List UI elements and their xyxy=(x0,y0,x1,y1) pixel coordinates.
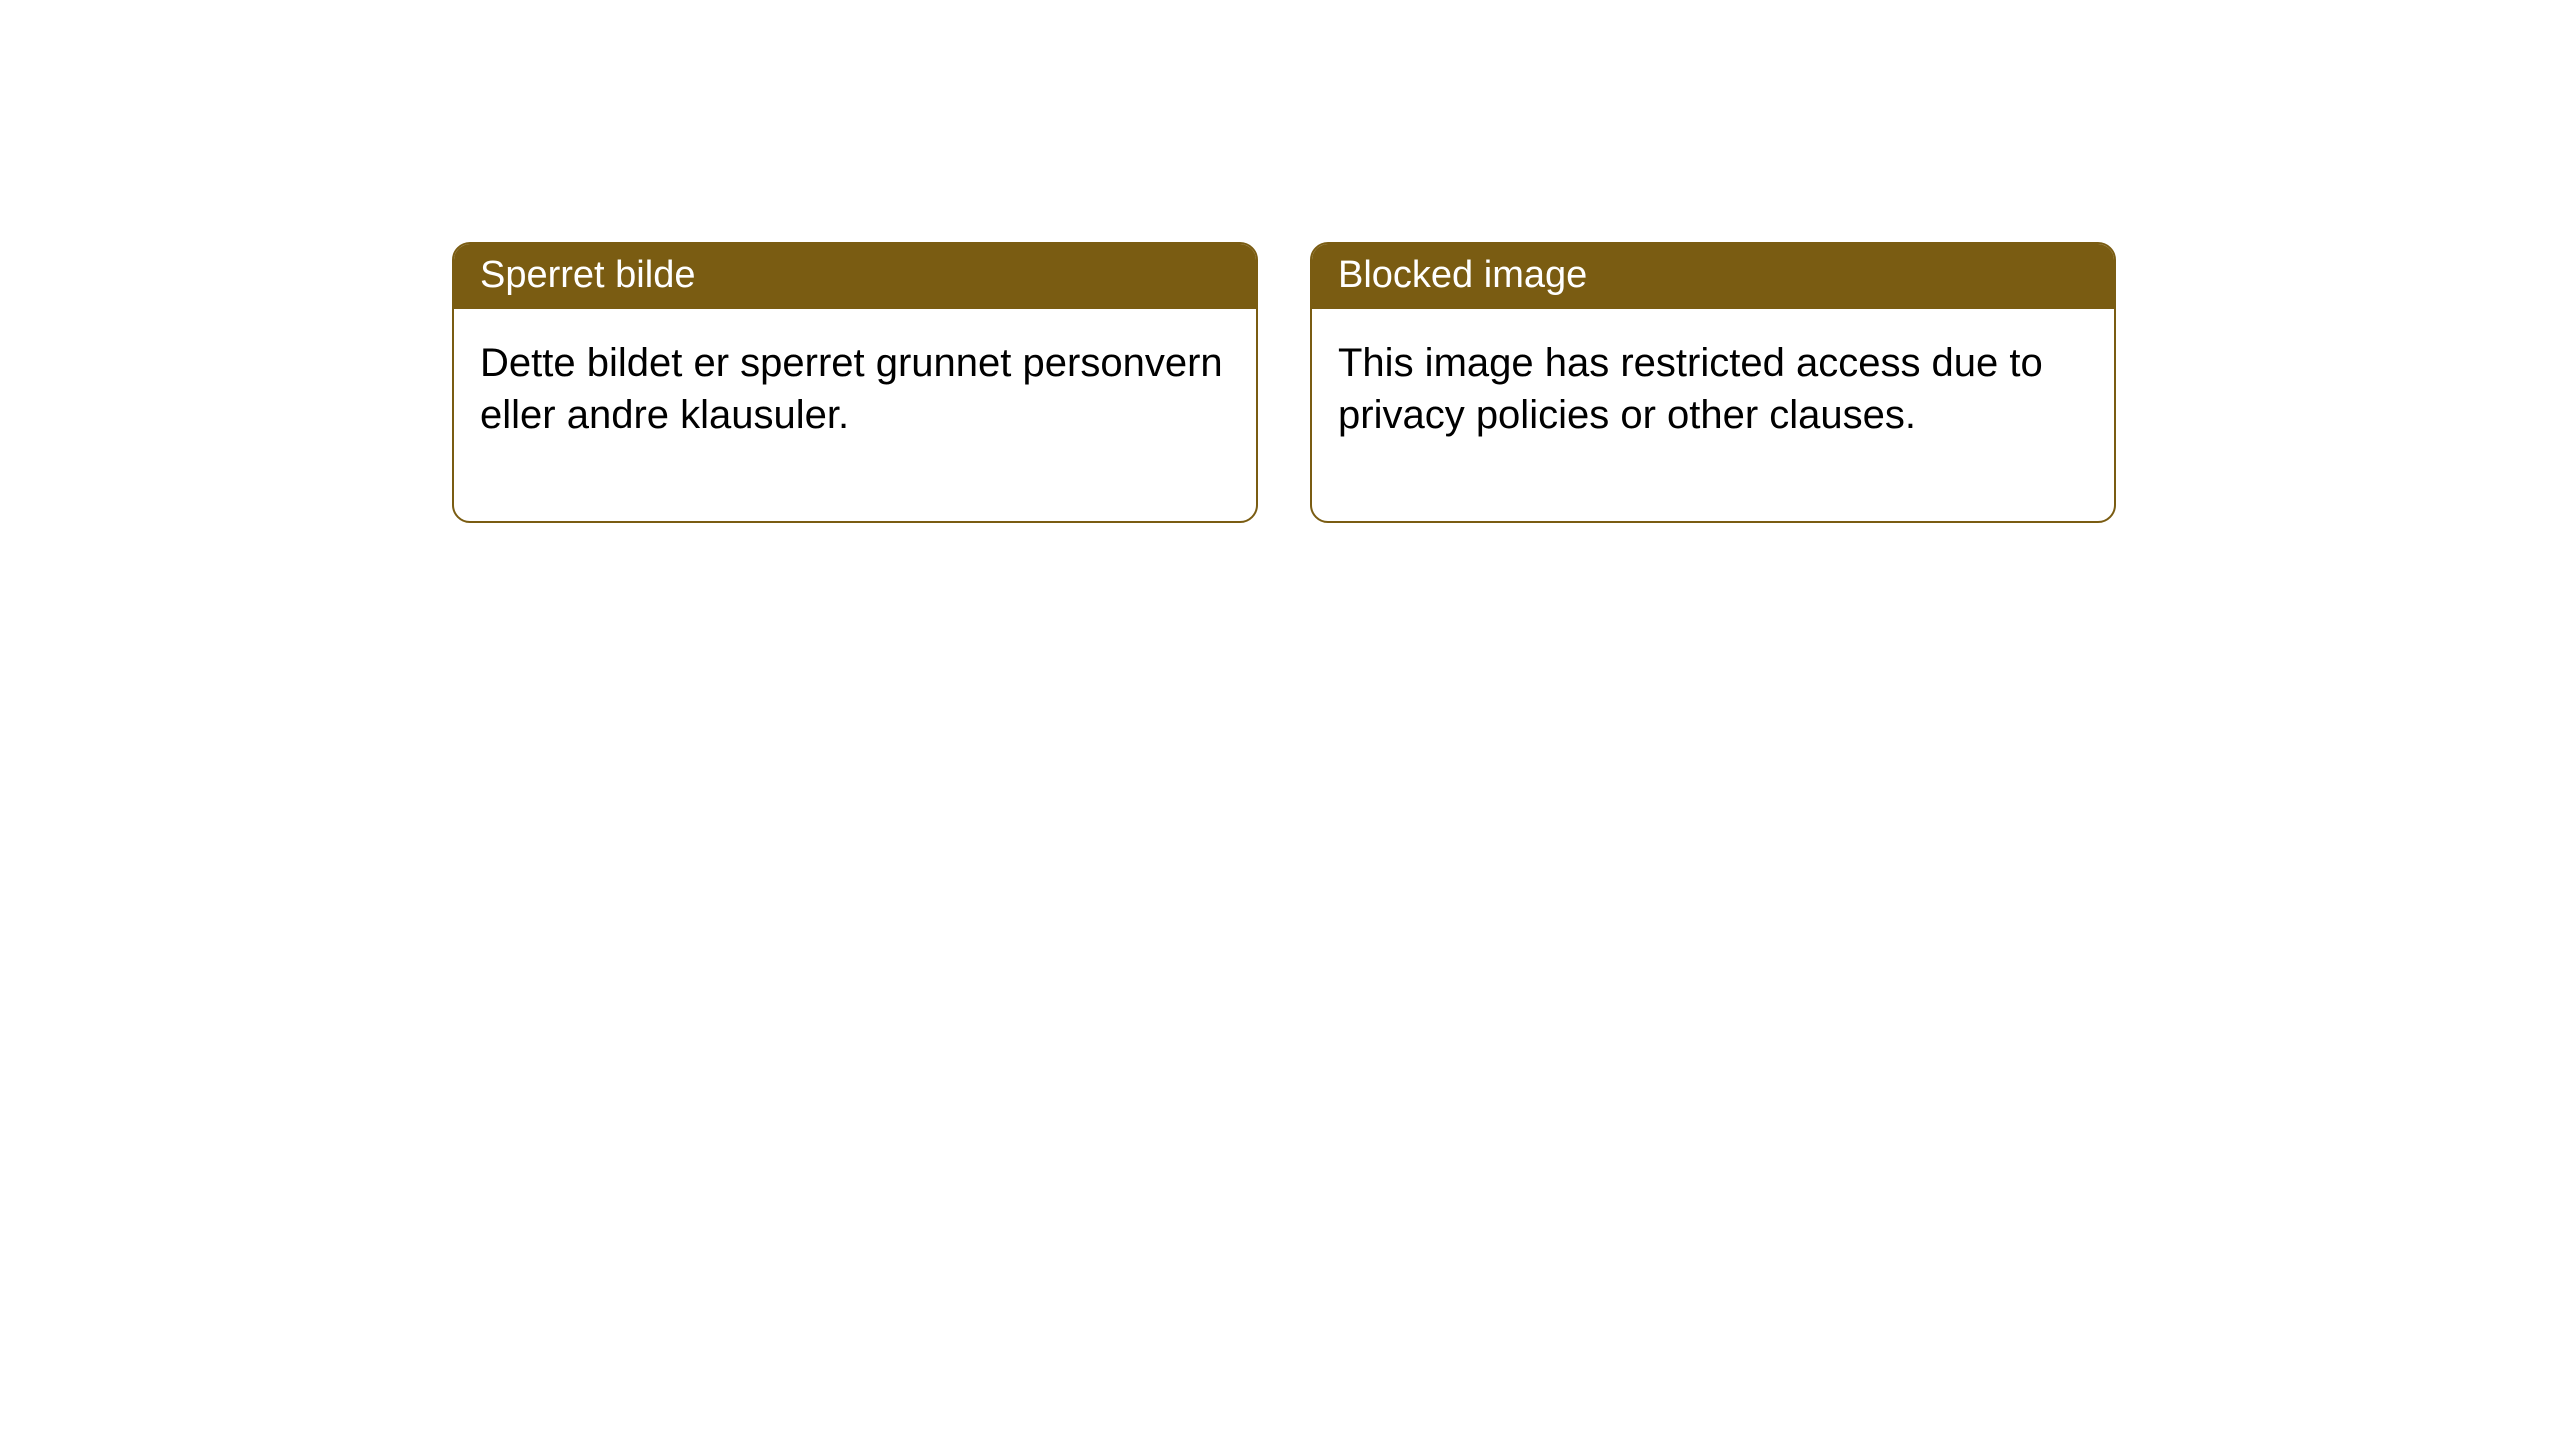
notice-card-english: Blocked image This image has restricted … xyxy=(1310,242,2116,523)
notice-header: Sperret bilde xyxy=(454,244,1256,309)
notice-container: Sperret bilde Dette bildet er sperret gr… xyxy=(452,242,2116,523)
notice-header: Blocked image xyxy=(1312,244,2114,309)
notice-card-norwegian: Sperret bilde Dette bildet er sperret gr… xyxy=(452,242,1258,523)
notice-body: This image has restricted access due to … xyxy=(1312,309,2114,521)
notice-body: Dette bildet er sperret grunnet personve… xyxy=(454,309,1256,521)
